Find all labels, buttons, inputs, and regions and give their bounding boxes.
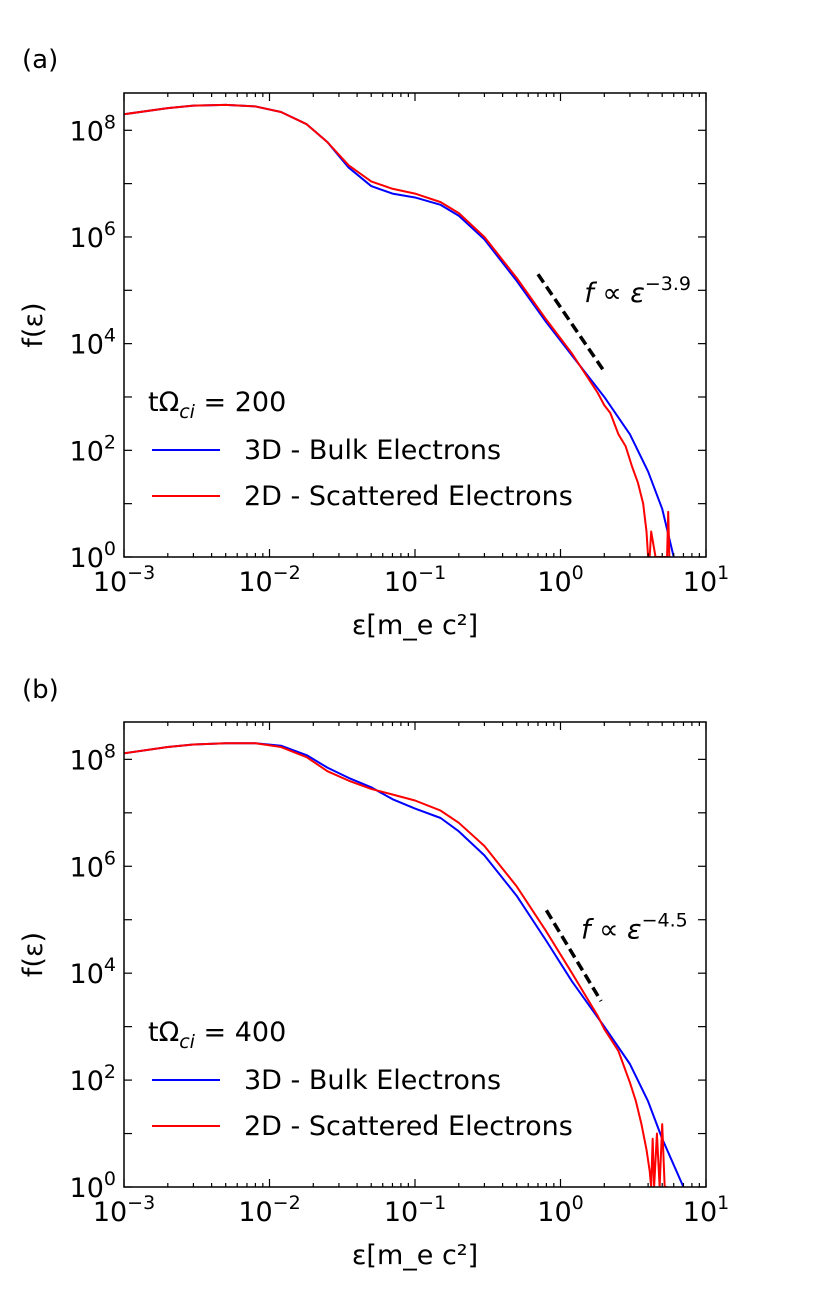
legend-entry: 3D - Bulk Electrons — [244, 1065, 501, 1096]
y-tick-label: 104 — [70, 954, 116, 990]
x-tick-label: 10−3 — [93, 1192, 155, 1228]
y-tick-label: 106 — [70, 218, 116, 254]
panel-b: (b) f ∝ ε−4.5 10−3 10−2 10−1 100 101 100 102 104 1… — [18, 675, 729, 1271]
legend-time-label: tΩci = 400 — [148, 1017, 286, 1053]
x-tick-label: 10−2 — [238, 562, 300, 598]
panel-a: (a) f ∝ ε−3.9 10−3 10−2 10−1 100 101 100 102 104 1… — [18, 45, 729, 641]
power-law-line — [544, 909, 603, 1003]
panel-label: (a) — [22, 45, 58, 75]
power-law-label: f ∝ ε−4.5 — [581, 909, 688, 945]
x-tick-label: 10−2 — [238, 1192, 300, 1228]
x-tick-label: 100 — [537, 562, 583, 598]
series-line-2d-scattered — [124, 103, 671, 557]
y-axis-label: f(ε) — [18, 302, 49, 347]
y-tick-label: 100 — [70, 538, 116, 574]
y-tick-label: 106 — [70, 847, 116, 883]
x-axis-label: ε[m_e c²] — [352, 610, 478, 641]
power-law-label: f ∝ ε−3.9 — [584, 273, 691, 309]
power-law-line — [536, 273, 606, 373]
y-tick-label: 108 — [70, 740, 116, 776]
legend-entry: 2D - Scattered Electrons — [244, 1111, 573, 1142]
y-tick-label: 104 — [70, 325, 116, 361]
y-tick-label: 102 — [70, 1061, 116, 1097]
x-tick-label: 101 — [683, 562, 729, 598]
x-axis-label: ε[m_e c²] — [352, 1240, 478, 1271]
x-tick-label: 10−1 — [384, 562, 446, 598]
x-tick-label: 10−3 — [93, 562, 155, 598]
y-tick-label: 108 — [70, 111, 116, 147]
x-tick-label: 10−1 — [384, 1192, 446, 1228]
y-axis-label: f(ε) — [18, 932, 49, 977]
y-tick-label: 102 — [70, 431, 116, 467]
x-tick-label: 101 — [683, 1192, 729, 1228]
legend-time-label: tΩci = 200 — [148, 387, 286, 423]
x-tick-label: 100 — [537, 1192, 583, 1228]
legend-entry: 2D - Scattered Electrons — [244, 481, 573, 512]
series-line-2d-scattered — [124, 742, 668, 1187]
panel-label: (b) — [22, 675, 59, 705]
legend-entry: 3D - Bulk Electrons — [244, 435, 501, 466]
y-tick-label: 100 — [70, 1168, 116, 1204]
